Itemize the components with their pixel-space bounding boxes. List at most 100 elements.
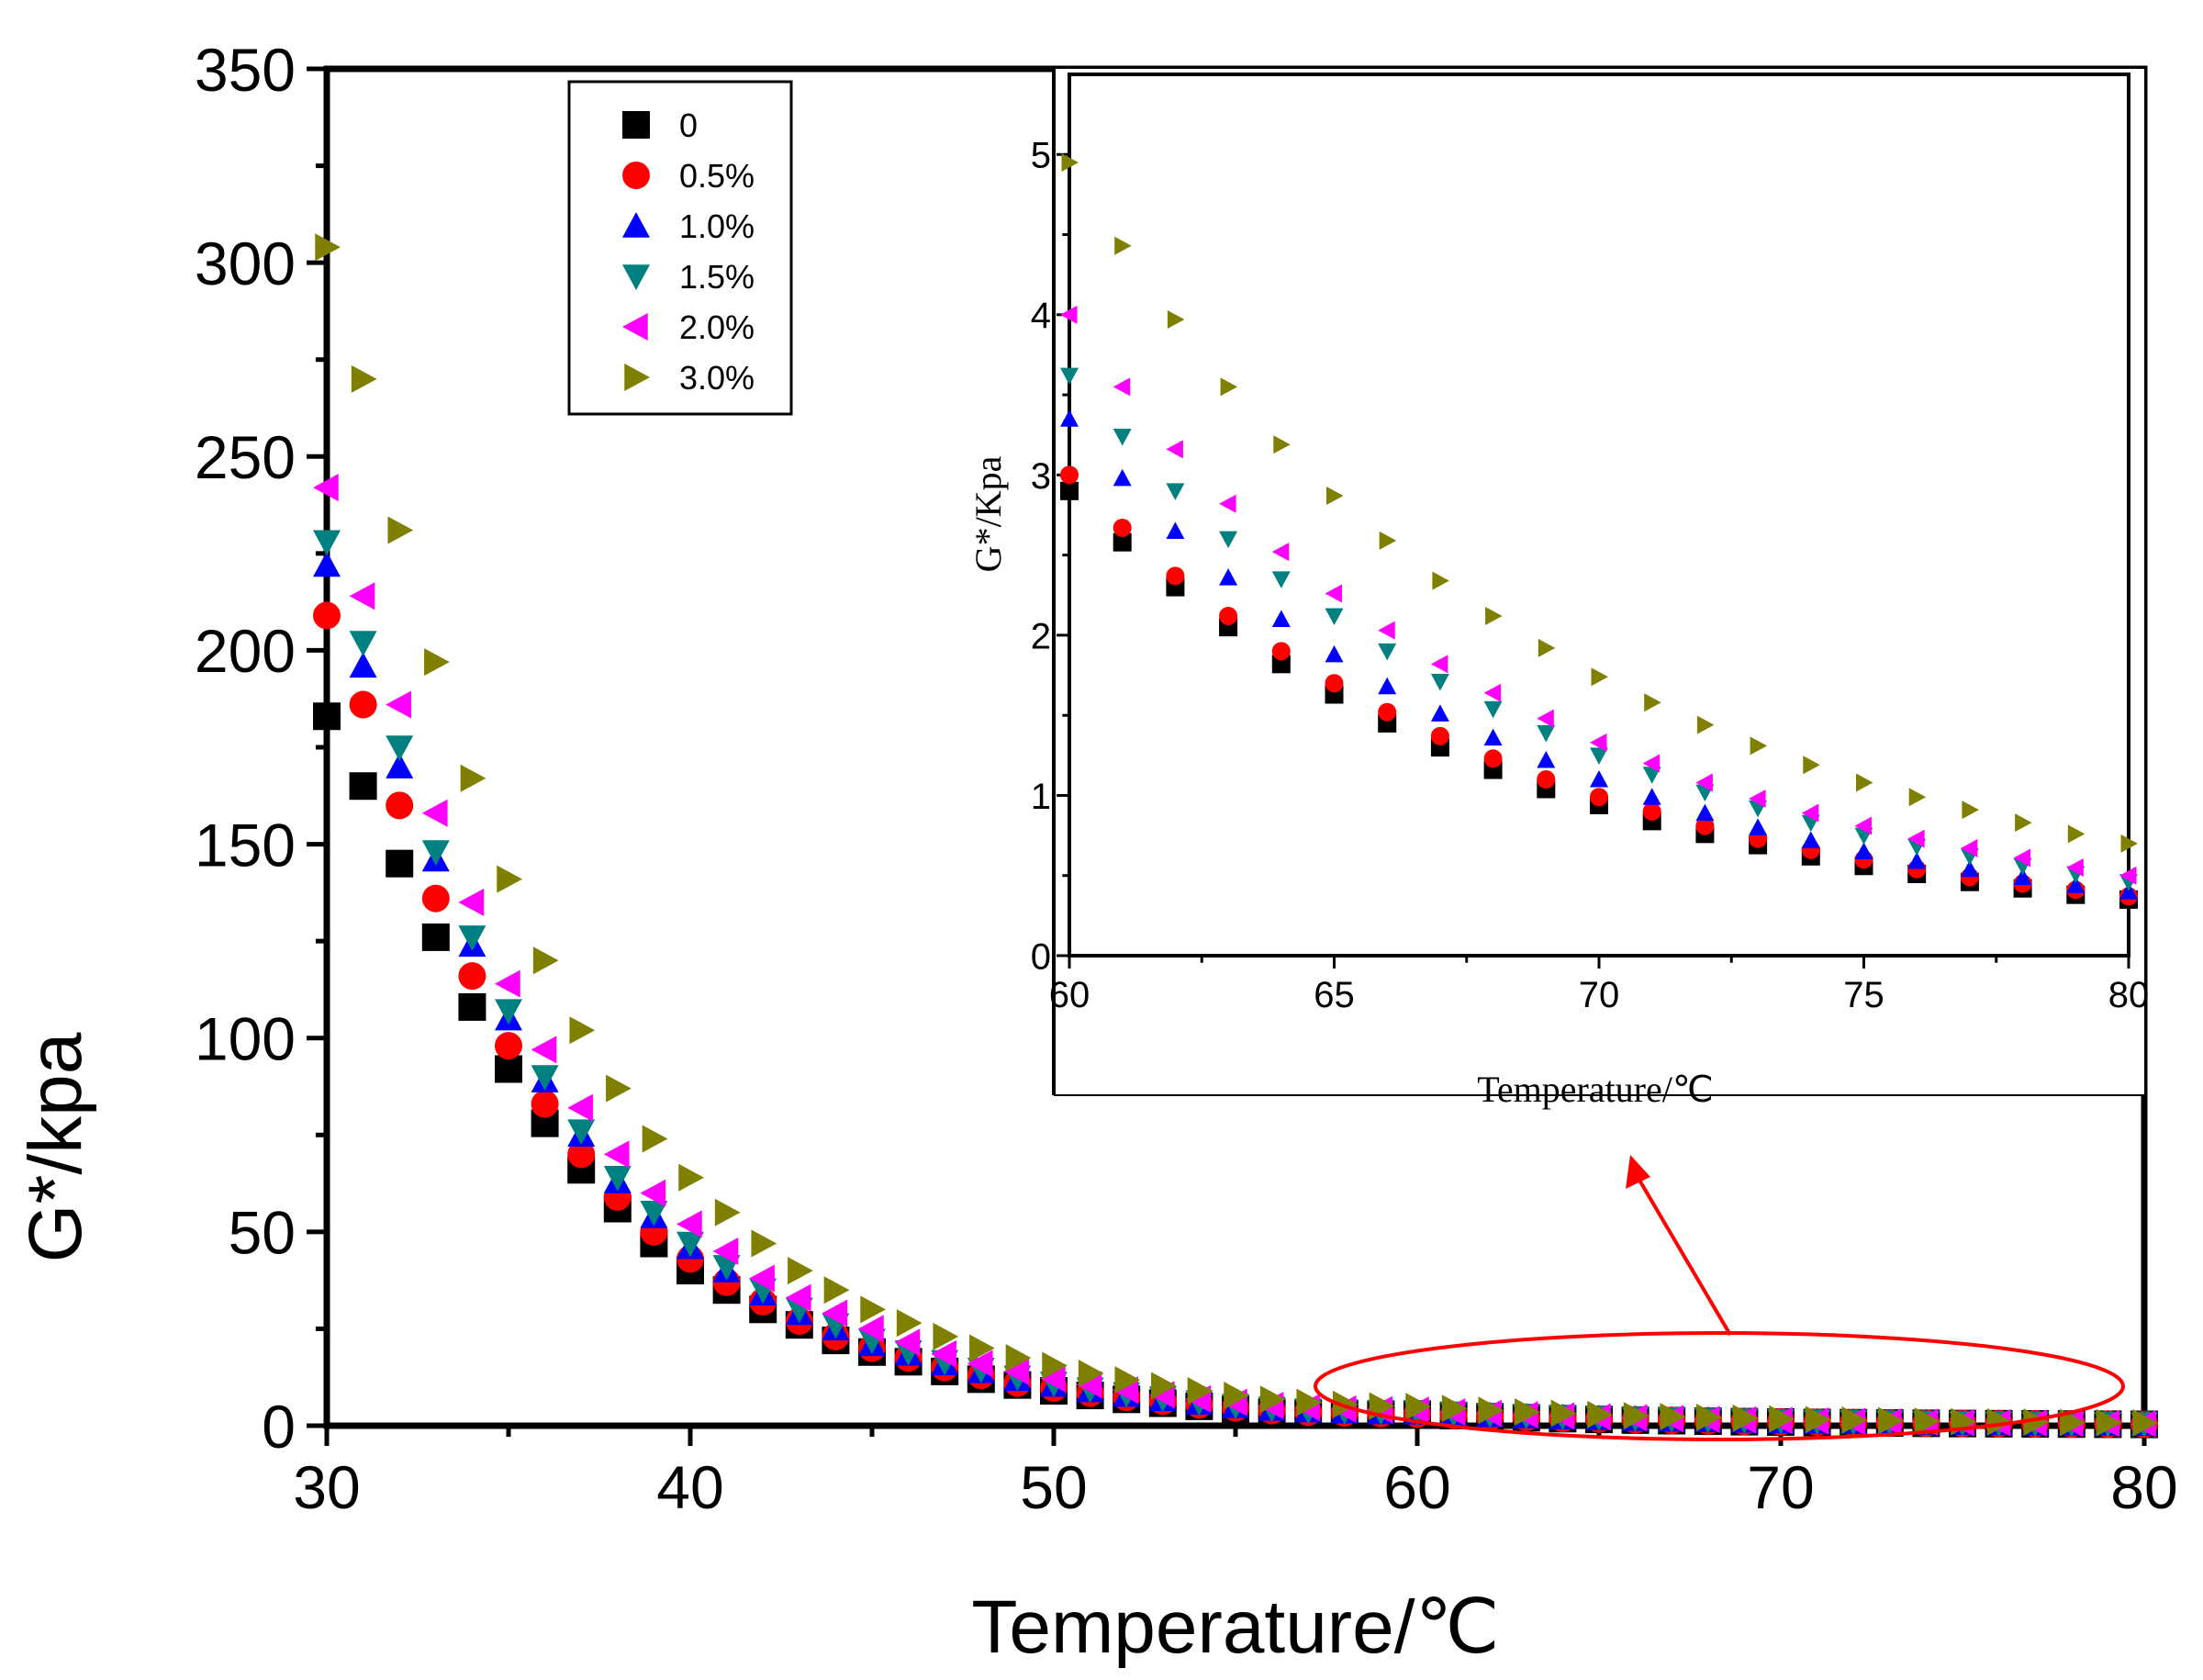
main-markers [313, 233, 2158, 1439]
data-point [1040, 1364, 1066, 1393]
data-point [822, 1299, 848, 1327]
data-point [896, 1309, 923, 1338]
x-tick-label: 65 [1314, 975, 1355, 1015]
main-x-axis-label: Temperature/℃ [971, 1585, 1499, 1669]
series-2-0- [1060, 305, 2137, 885]
data-point [531, 1036, 557, 1064]
data-point [424, 648, 450, 677]
data-point [1695, 803, 1715, 822]
legend-items: 0 0.5% 1.0% 1.5% 2.0% 3.0% [622, 106, 755, 397]
data-point [1478, 1396, 1504, 1425]
data-point [458, 962, 486, 991]
data-point [1113, 518, 1132, 537]
data-point [313, 530, 341, 556]
data-point [1483, 683, 1502, 702]
series-3-0- [1061, 153, 2138, 853]
legend-label: 0 [679, 106, 698, 144]
data-point [603, 1140, 630, 1169]
data-point [2015, 813, 2032, 833]
data-point [1801, 831, 1820, 848]
data-point [1151, 1372, 1177, 1400]
inset-y-axis-label: G*/Kpa [967, 455, 1009, 572]
main-y-axis-label: G*/kpa [14, 1032, 97, 1262]
data-point [1695, 773, 1713, 792]
data-point [1271, 610, 1291, 627]
data-point [2067, 824, 2086, 844]
data-point [1166, 566, 1185, 586]
data-point [1590, 770, 1608, 788]
legend-marker-1-5- [622, 264, 650, 290]
data-point [386, 735, 414, 761]
data-point [603, 1165, 632, 1192]
data-point [2119, 866, 2137, 885]
data-point [349, 631, 377, 656]
x-tick-label: 30 [293, 1453, 360, 1521]
data-point [313, 474, 339, 502]
highlight-ellipse [1314, 1331, 2125, 1441]
y-tick-label: 0 [1031, 936, 1051, 977]
data-point [1483, 749, 1503, 768]
data-point [2013, 868, 2032, 885]
data-point [1483, 728, 1503, 746]
data-point [349, 690, 377, 719]
data-point [1749, 789, 1766, 808]
data-point [1430, 674, 1449, 691]
data-point [531, 1065, 559, 1091]
data-point [1042, 1351, 1068, 1380]
data-point [678, 1163, 704, 1192]
data-point [1326, 487, 1344, 506]
data-point [1642, 754, 1661, 773]
data-point [1805, 1406, 1831, 1434]
legend: 0 0.5% 1.0% 1.5% 2.0% 3.0% [567, 80, 793, 416]
data-point [1590, 747, 1608, 765]
data-point [1749, 818, 1768, 835]
inset-markers [1060, 153, 2138, 909]
data-point [1914, 1406, 1940, 1435]
data-point [1219, 568, 1238, 586]
data-point [1537, 724, 1556, 743]
data-point [313, 551, 341, 577]
data-point [1960, 859, 1979, 878]
data-point [1060, 481, 1079, 500]
data-point [1696, 715, 1715, 734]
data-point [1219, 606, 1238, 625]
data-point [315, 233, 341, 262]
data-point [1060, 367, 1079, 386]
data-point [1060, 465, 1079, 485]
x-tick-label: 60 [1049, 975, 1090, 1015]
data-point [1907, 829, 1925, 848]
data-point [458, 888, 485, 916]
data-point [1333, 1390, 1359, 1418]
data-point [640, 1200, 668, 1226]
data-point [1378, 621, 1395, 640]
data-point [349, 772, 377, 801]
data-point [2023, 1408, 2050, 1437]
data-point [858, 1315, 884, 1343]
data-point [2066, 858, 2084, 877]
x-tick-label: 70 [1579, 975, 1620, 1015]
data-point [1538, 638, 1556, 657]
inset-plot: 60 65 70 75 80 0 1 2 3 4 5 Temperature/℃ G*/Kpa [967, 69, 2149, 1110]
data-point [313, 601, 341, 630]
legend-label: 0.5% [679, 157, 755, 195]
data-point [458, 925, 486, 951]
x-tick-label: 80 [2110, 1453, 2177, 1521]
data-point [1114, 236, 1132, 255]
legend-label: 1.5% [679, 258, 755, 296]
data-point [495, 1032, 522, 1060]
data-point [749, 1264, 775, 1293]
data-point [386, 690, 411, 719]
data-point [421, 923, 450, 951]
data-point [1537, 751, 1556, 768]
legend-marker-0-5- [622, 162, 650, 189]
data-point [1325, 584, 1342, 603]
data-point [1441, 1394, 1468, 1423]
y-tick-label: 4 [1031, 296, 1051, 336]
data-point [1166, 440, 1183, 459]
data-point [1587, 1400, 1613, 1428]
data-point [386, 791, 414, 820]
data-point [1908, 788, 1927, 807]
y-tick-label: 150 [195, 811, 296, 879]
annotation-arrow-head [1626, 1155, 1650, 1189]
legend-label: 2.0% [679, 308, 755, 346]
